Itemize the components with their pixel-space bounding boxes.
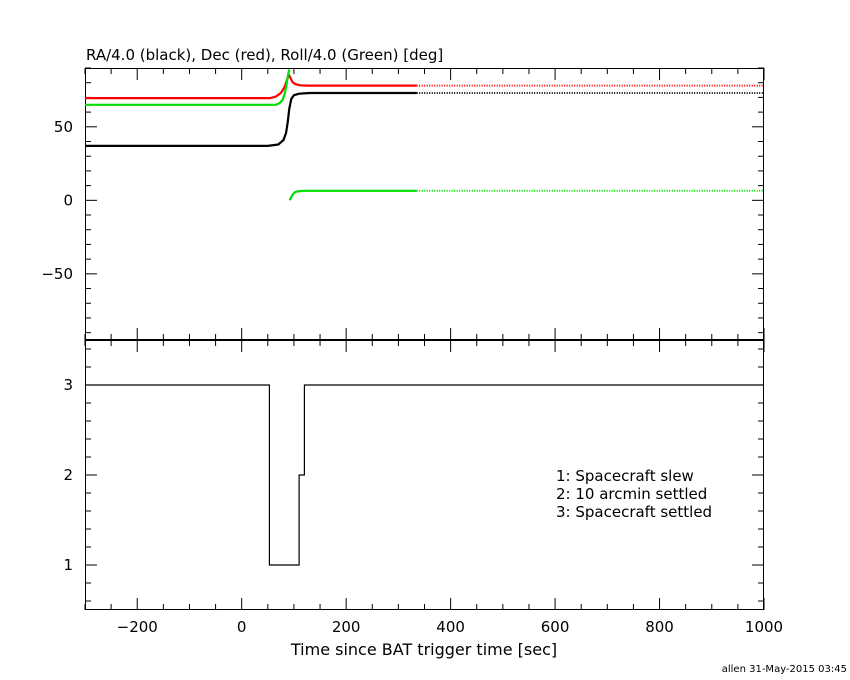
x-tick-label: −200 [117, 618, 158, 636]
x-tick-label: 800 [645, 618, 674, 636]
legend-item-slew: 1: Spacecraft slew [556, 467, 694, 485]
series-line-status [85, 384, 764, 566]
y-tick-label: 0 [63, 191, 73, 209]
series-line-ra [85, 91, 417, 147]
y-tick-label: −50 [41, 265, 73, 283]
top-panel-frame [85, 68, 764, 340]
series-line-roll [85, 69, 291, 106]
series-line-dec [85, 73, 417, 100]
y-tick-label: 3 [63, 376, 73, 394]
legend-item-10arcmin: 2: 10 arcmin settled [556, 485, 707, 503]
y-tick-label: 50 [54, 118, 73, 136]
y-tick-label: 2 [63, 466, 73, 484]
x-tick-label: 1000 [745, 618, 783, 636]
x-tick-label: 200 [332, 618, 361, 636]
x-tick-label: 400 [436, 618, 465, 636]
bottom-panel-axes: −200 0 200 400 600 800 1000 1 2 3 [63, 340, 783, 636]
top-panel-series [85, 69, 764, 201]
x-tick-label: 0 [237, 618, 247, 636]
top-title: RA/4.0 (black), Dec (red), Roll/4.0 (Gre… [86, 46, 443, 64]
footer-stamp: allen 31-May-2015 03:45 [722, 664, 847, 675]
top-panel-axes: −50 0 50 [41, 67, 765, 340]
x-axis-label: Time since BAT trigger time [sec] [290, 640, 557, 659]
y-tick-label: 1 [63, 556, 73, 574]
bottom-panel-series [85, 384, 764, 566]
legend-item-settled: 3: Spacecraft settled [556, 503, 712, 521]
x-tick-label: 600 [541, 618, 570, 636]
series-line-roll [288, 189, 417, 201]
